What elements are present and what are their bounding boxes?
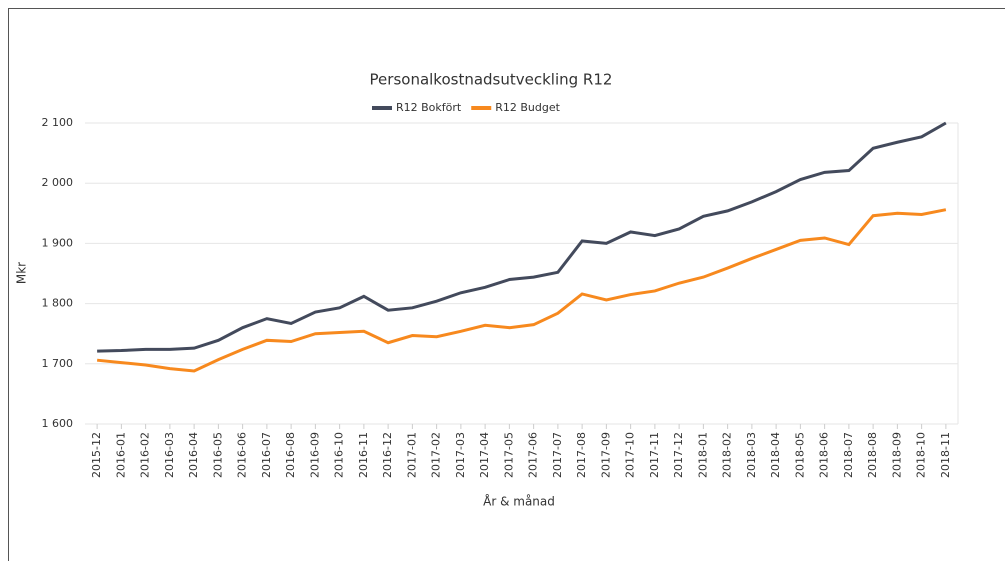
legend-label: R12 Budget [495,101,560,114]
x-tick-label: 2018-05 [793,432,806,478]
chart-title: Personalkostnadsutveckling R12 [370,71,613,89]
x-tick-label: 2016-07 [260,432,273,478]
x-tick-label: 2017-05 [502,432,515,478]
y-axis-title: Mkr [15,262,29,284]
x-tick-label: 2018-11 [939,432,952,478]
legend-label: R12 Bokfört [396,101,462,114]
series-line [97,121,947,353]
x-axis-title: År & månad [483,494,555,509]
x-tick-label: 2017-09 [599,432,612,478]
y-tick-label: 1 800 [42,297,74,310]
x-tick-label: 2016-10 [333,432,346,478]
x-tick-label: 2018-10 [915,432,928,478]
x-tick-label: 2016-08 [284,432,297,478]
y-tick-label: 2 100 [42,116,74,129]
x-tick-label: 2018-08 [866,432,879,478]
y-tick-label: 2 000 [42,176,74,189]
series-line [96,208,947,373]
x-tick-label: 2017-02 [430,432,443,478]
x-tick-label: 2017-01 [405,432,418,478]
x-tick-label: 2016-03 [163,432,176,478]
x-tick-label: 2018-02 [721,432,734,478]
y-tick-label: 1 900 [42,236,74,249]
x-tick-label: 2018-06 [818,432,831,478]
x-tick-label: 2018-09 [890,432,903,478]
x-tick-label: 2017-03 [454,432,467,478]
y-tick-label: 1 600 [42,417,74,430]
x-tick-label: 2017-11 [648,432,661,478]
x-tick-label: 2016-12 [381,432,394,478]
x-tick-label: 2016-05 [211,432,224,478]
x-tick-label: 2015-12 [90,432,103,478]
x-tick-label: 2016-01 [114,432,127,478]
x-tick-label: 2017-08 [575,432,588,478]
x-tick-label: 2018-01 [696,432,709,478]
x-tick-label: 2018-04 [769,432,782,478]
y-tick-label: 1 700 [42,357,74,370]
x-tick-label: 2017-12 [672,432,685,478]
frame [8,8,1005,561]
x-tick-label: 2018-07 [842,432,855,478]
x-tick-label: 2017-06 [527,432,540,478]
x-tick-label: 2018-03 [745,432,758,478]
x-tick-label: 2016-02 [139,432,152,478]
x-tick-label: 2016-06 [236,432,249,478]
x-tick-label: 2017-04 [478,432,491,478]
x-tick-label: 2017-10 [624,432,637,478]
x-tick-label: 2016-04 [187,432,200,478]
x-tick-label: 2017-07 [551,432,564,478]
x-tick-label: 2016-09 [308,432,321,478]
x-tick-label: 2016-11 [357,432,370,478]
